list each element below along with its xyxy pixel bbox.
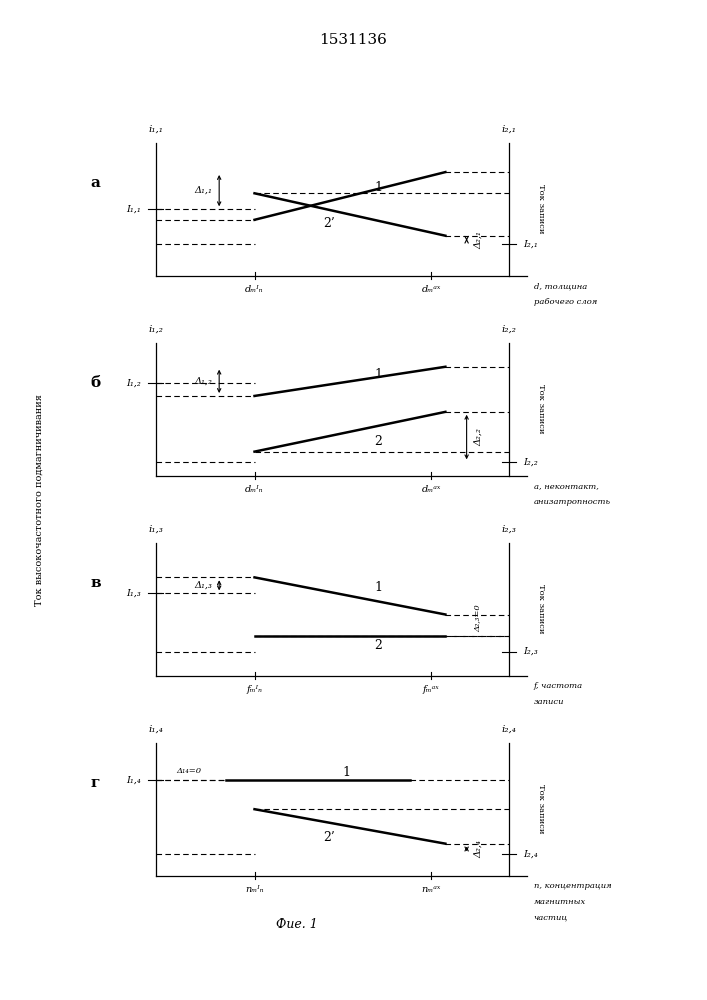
Text: 1: 1 [374, 581, 382, 594]
Text: 2’: 2’ [323, 217, 334, 230]
Text: i₁,₁: i₁,₁ [148, 125, 163, 134]
Text: 2: 2 [374, 435, 382, 448]
Text: I₁,₄: I₁,₄ [127, 776, 141, 785]
Text: магнитных: магнитных [534, 898, 586, 906]
Text: Фие. 1: Фие. 1 [276, 918, 318, 931]
Text: fₘᴵₙ: fₘᴵₙ [247, 685, 262, 694]
Text: I₁,₁: I₁,₁ [127, 205, 141, 214]
Text: 1: 1 [342, 766, 351, 779]
Text: i₂,₃: i₂,₃ [501, 525, 517, 534]
Text: Ток записи: Ток записи [537, 384, 545, 434]
Text: рабочего слоя: рабочего слоя [534, 298, 597, 306]
Text: в: в [90, 576, 101, 590]
Text: nₘᵃˣ: nₘᵃˣ [421, 885, 441, 894]
Text: d, толщина: d, толщина [534, 282, 587, 290]
Text: Ток записи: Ток записи [537, 184, 545, 234]
Text: а: а [90, 176, 100, 190]
Text: Δ₁,₃: Δ₁,₃ [194, 581, 212, 590]
Text: I₂,₁: I₂,₁ [523, 239, 538, 248]
Text: Δ₂,₄: Δ₂,₄ [474, 840, 483, 858]
Text: dₘᴵₙ: dₘᴵₙ [245, 485, 264, 494]
Text: dₘᴵₙ: dₘᴵₙ [245, 285, 264, 294]
Text: I₂,₃: I₂,₃ [523, 647, 538, 656]
Text: Ток высокочастотного подмагничивания: Ток высокочастотного подмагничивания [35, 394, 43, 606]
Text: анизатропность: анизатропность [534, 498, 611, 506]
Text: I₂,₂: I₂,₂ [523, 458, 538, 467]
Text: Δ₂,₂: Δ₂,₂ [474, 428, 483, 446]
Text: fₘᵃˣ: fₘᵃˣ [423, 685, 440, 694]
Text: i₁,₂: i₁,₂ [148, 325, 163, 334]
Text: 1: 1 [374, 368, 382, 381]
Text: nₘᴵₙ: nₘᴵₙ [245, 885, 264, 894]
Text: n, концентрация: n, концентрация [534, 882, 612, 890]
Text: f, частота: f, частота [534, 682, 583, 690]
Text: записи: записи [534, 698, 564, 706]
Text: 2’: 2’ [323, 831, 334, 844]
Text: dₘᵃˣ: dₘᵃˣ [421, 285, 441, 294]
Text: Δ₁₄=0: Δ₁₄=0 [176, 767, 201, 775]
Text: dₘᵃˣ: dₘᵃˣ [421, 485, 441, 494]
Text: Ток записи: Ток записи [537, 784, 545, 834]
Text: Δ₁,₁: Δ₁,₁ [194, 186, 212, 195]
Text: i₂,₁: i₂,₁ [501, 125, 517, 134]
Text: Δ₂,₁: Δ₂,₁ [474, 231, 483, 249]
Text: а, неконтакт,: а, неконтакт, [534, 482, 599, 490]
Text: Δ₁,₂: Δ₁,₂ [194, 377, 212, 386]
Text: частиц: частиц [534, 914, 568, 922]
Text: б: б [90, 376, 100, 390]
Text: i₁,₄: i₁,₄ [148, 725, 163, 734]
Text: 2: 2 [374, 639, 382, 652]
Text: Δ₂,₃=0: Δ₂,₃=0 [474, 604, 481, 632]
Text: г: г [90, 776, 100, 790]
Text: i₂,₄: i₂,₄ [501, 725, 517, 734]
Text: 1531136: 1531136 [320, 33, 387, 47]
Text: I₂,₄: I₂,₄ [523, 850, 538, 859]
Text: I₁,₂: I₁,₂ [127, 378, 141, 387]
Text: I₁,₃: I₁,₃ [127, 589, 141, 598]
Text: 1: 1 [374, 181, 382, 194]
Text: i₁,₃: i₁,₃ [148, 525, 163, 534]
Text: Ток записи: Ток записи [537, 584, 545, 634]
Text: i₂,₂: i₂,₂ [501, 325, 517, 334]
